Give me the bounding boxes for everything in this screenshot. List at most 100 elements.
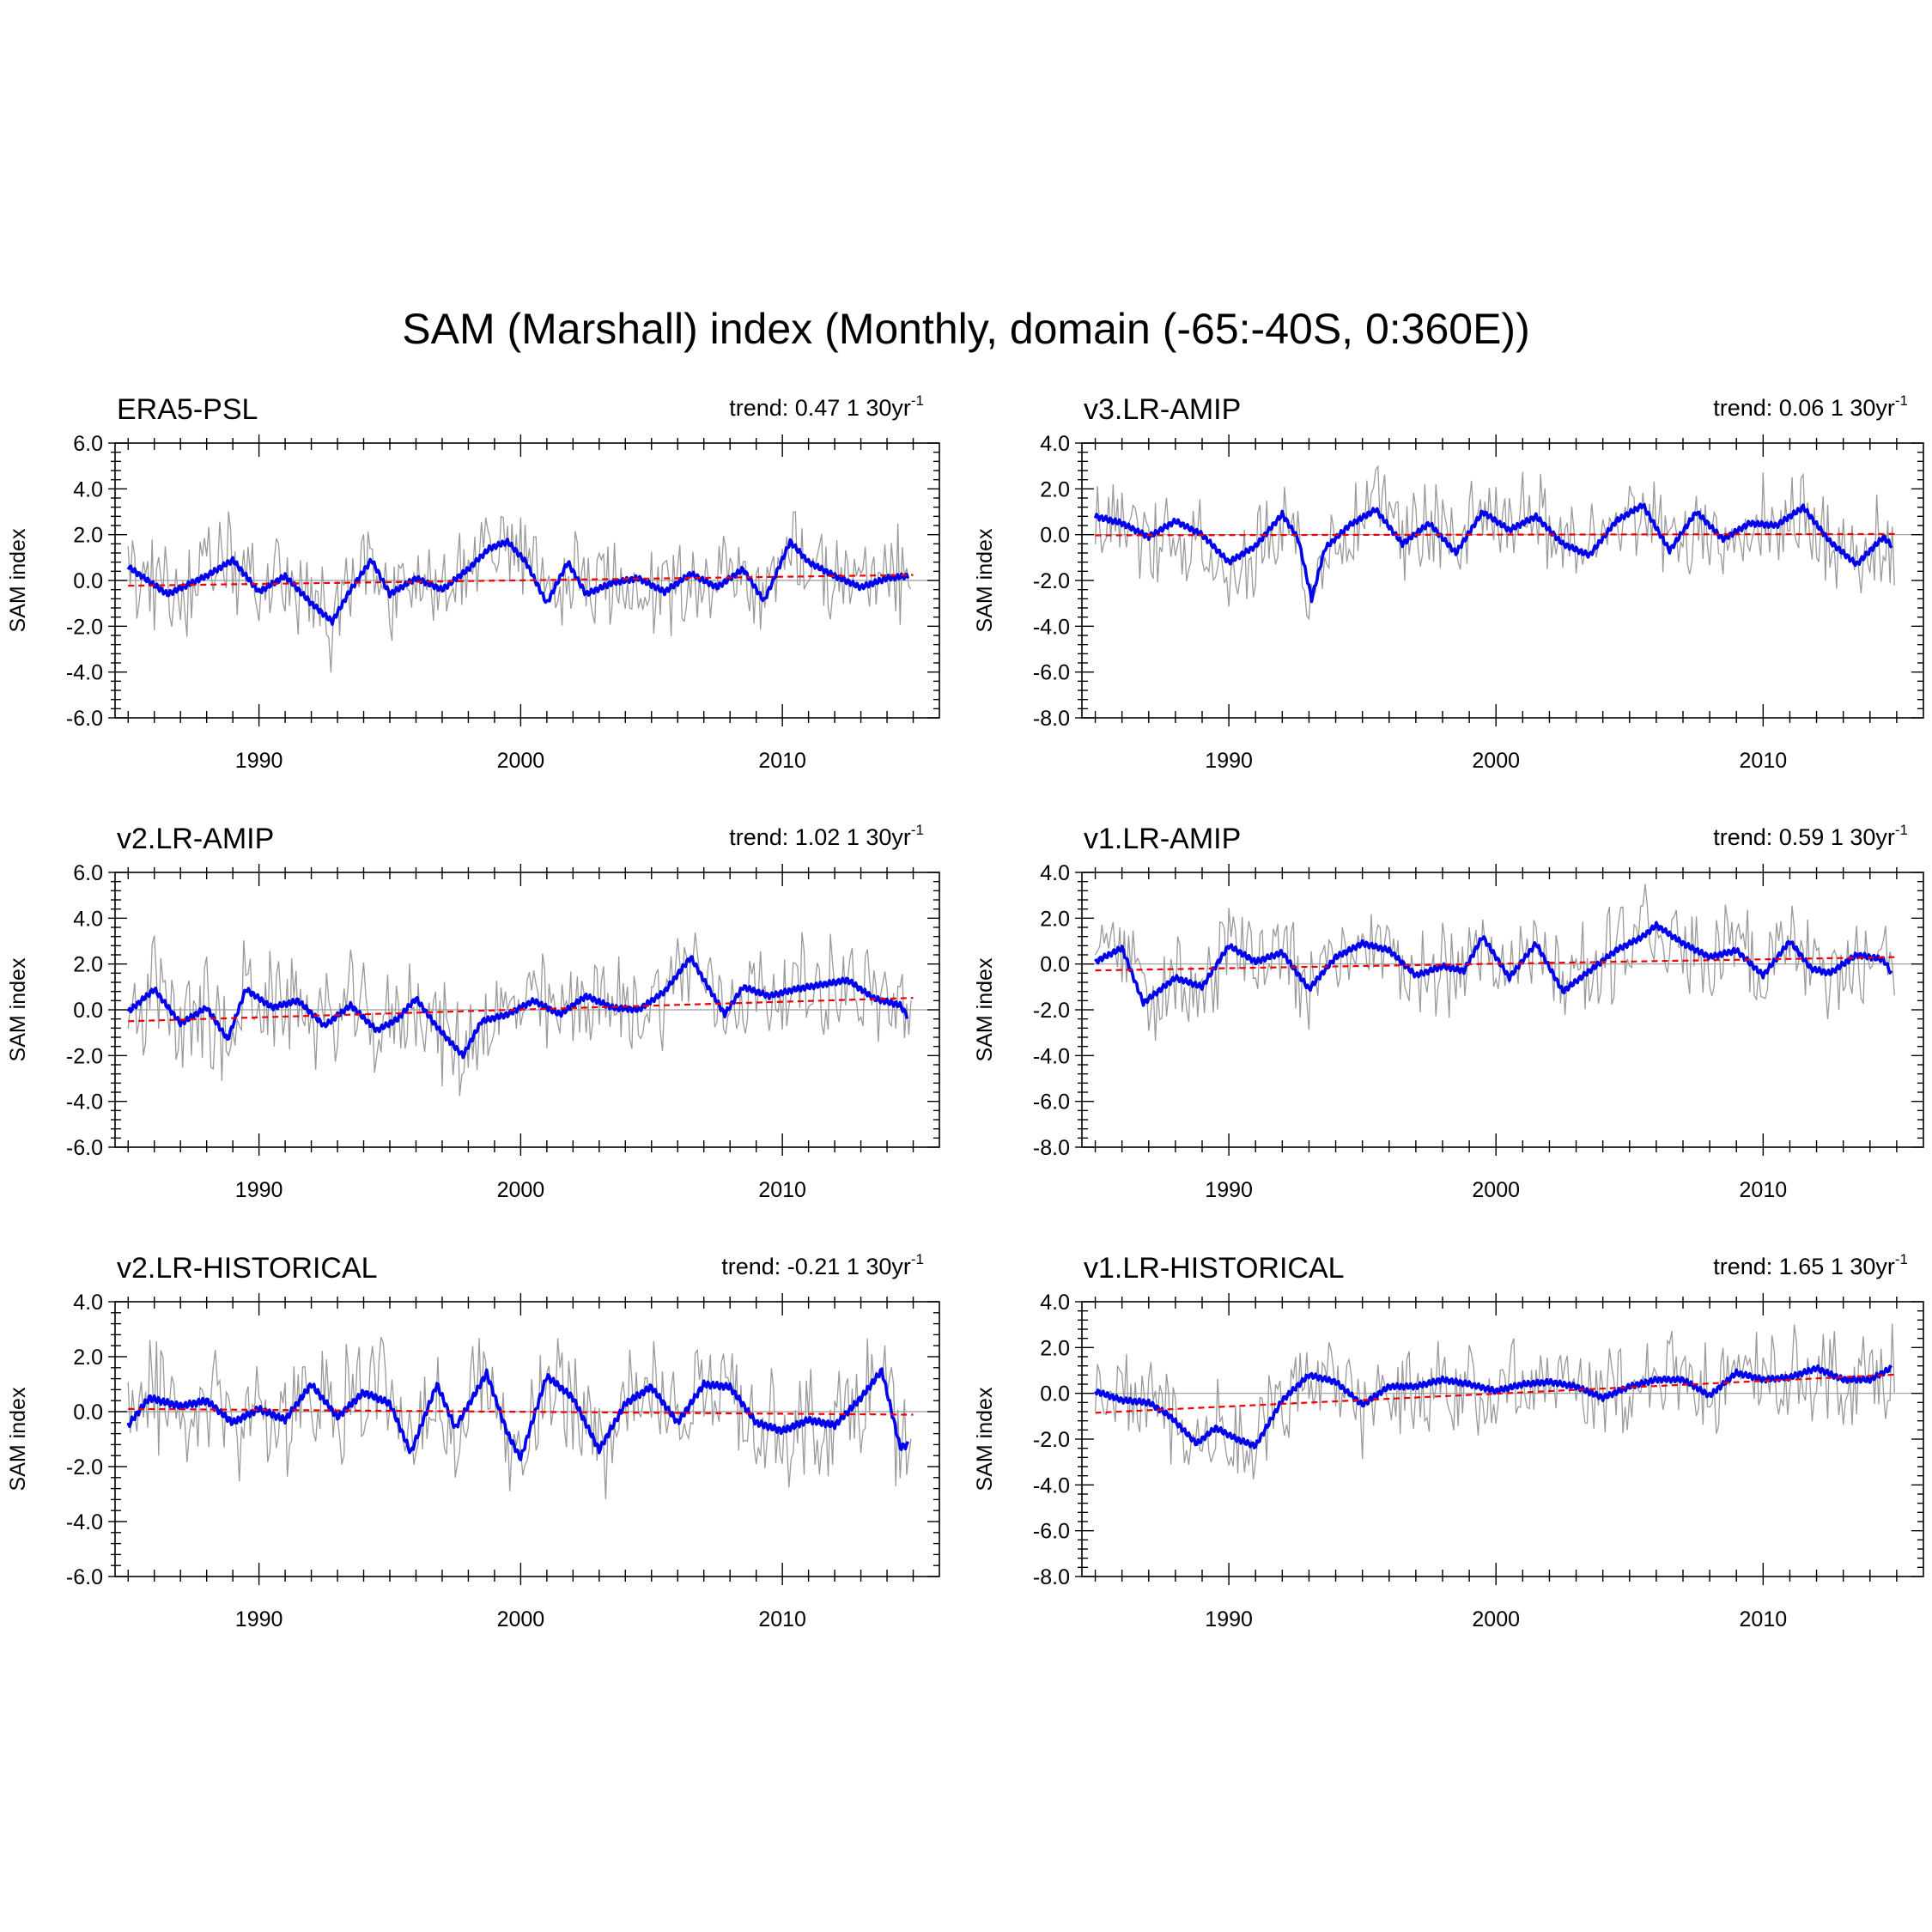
y-tick-label: 2.0 bbox=[1040, 477, 1070, 501]
y-tick-label: 0.0 bbox=[1040, 953, 1070, 977]
x-tick-label: 1990 bbox=[235, 1178, 283, 1202]
y-axis-label: SAM index bbox=[6, 957, 30, 1061]
x-tick-label: 2000 bbox=[1472, 1178, 1520, 1202]
y-tick-label: 2.0 bbox=[73, 953, 103, 977]
smoothed-series bbox=[1093, 502, 1893, 604]
y-tick-label: -2.0 bbox=[66, 1044, 103, 1068]
trend-superscript: -1 bbox=[1895, 392, 1908, 409]
y-tick-label: 2.0 bbox=[1040, 907, 1070, 931]
x-tick-label: 2010 bbox=[1740, 1607, 1788, 1631]
y-tick-label: 0.0 bbox=[1040, 524, 1070, 548]
x-tick-label: 2010 bbox=[758, 1607, 806, 1631]
panel-era5-psl: ERA5-PSL trend: 0.47 1 30yr-1 SAM index -6.… bbox=[6, 392, 940, 773]
trend-superscript: -1 bbox=[1895, 822, 1908, 838]
raw-monthly-series bbox=[1094, 1323, 1895, 1479]
trend-text: trend: 1.65 1 30yr bbox=[1713, 1254, 1895, 1279]
y-tick-label: -2.0 bbox=[1033, 1428, 1070, 1452]
smoothed-series bbox=[126, 955, 909, 1060]
y-tick-label: 0.0 bbox=[73, 999, 103, 1023]
trend-line bbox=[128, 997, 914, 1023]
y-tick-label: 4.0 bbox=[1040, 432, 1070, 456]
y-tick-label: 4.0 bbox=[73, 907, 103, 931]
y-tick-label: -8.0 bbox=[1033, 1565, 1070, 1589]
y-tick-label: 4.0 bbox=[1040, 1291, 1070, 1315]
trend-superscript: -1 bbox=[911, 392, 924, 409]
y-tick-label: 0.0 bbox=[1040, 1382, 1070, 1406]
x-tick-label: 2010 bbox=[1740, 1178, 1788, 1202]
panel-title: v2.LR-HISTORICAL bbox=[117, 1252, 378, 1285]
trend-label: trend: -0.21 1 30yr-1 bbox=[721, 1251, 924, 1279]
panel-title: v2.LR-AMIP bbox=[117, 823, 274, 855]
y-tick-label: 4.0 bbox=[73, 477, 103, 501]
y-tick-label: -6.0 bbox=[66, 707, 103, 731]
y-tick-label: 0.0 bbox=[73, 569, 103, 593]
trend-text: trend: 0.59 1 30yr bbox=[1713, 824, 1895, 850]
panel-v2-lr-amip: v2.LR-AMIP trend: 1.02 1 30yr-1 SAM index -… bbox=[6, 822, 940, 1202]
y-tick-label: -4.0 bbox=[66, 1091, 103, 1115]
y-tick-label: -6.0 bbox=[66, 1136, 103, 1160]
y-axis-label: SAM index bbox=[973, 957, 997, 1061]
y-tick-label: -8.0 bbox=[1033, 707, 1070, 731]
y-tick-label: -2.0 bbox=[66, 615, 103, 639]
y-tick-label: -4.0 bbox=[1033, 615, 1070, 639]
y-tick-label: -2.0 bbox=[1033, 999, 1070, 1023]
trend-label: trend: 1.02 1 30yr-1 bbox=[729, 822, 924, 850]
x-tick-label: 1990 bbox=[1205, 1178, 1253, 1202]
y-tick-label: 4.0 bbox=[1040, 861, 1070, 885]
y-tick-label: -8.0 bbox=[1033, 1136, 1070, 1160]
raw-monthly-series bbox=[1094, 465, 1895, 621]
trend-superscript: -1 bbox=[1895, 1251, 1908, 1267]
y-tick-label: 4.0 bbox=[73, 1291, 103, 1315]
smoothed-series bbox=[126, 1367, 910, 1461]
plot-frame bbox=[1081, 872, 1924, 1148]
y-tick-label: 2.0 bbox=[1040, 1336, 1070, 1360]
raw-monthly-series bbox=[127, 1336, 912, 1500]
smoothed-series bbox=[1094, 920, 1893, 1007]
y-axis-label: SAM index bbox=[973, 1387, 997, 1491]
x-tick-label: 1990 bbox=[235, 749, 283, 773]
trend-text: trend: -0.21 1 30yr bbox=[721, 1254, 911, 1279]
panel-v3-lr-amip: v3.LR-AMIP trend: 0.06 1 30yr-1 SAM index -… bbox=[973, 392, 1924, 773]
y-tick-label: -6.0 bbox=[66, 1565, 103, 1589]
trend-label: trend: 0.06 1 30yr-1 bbox=[1713, 392, 1908, 421]
y-tick-label: -4.0 bbox=[1033, 1044, 1070, 1068]
panel-v1-lr-amip: v1.LR-AMIP trend: 0.59 1 30yr-1 SAM index -… bbox=[973, 822, 1924, 1202]
x-tick-label: 2000 bbox=[497, 749, 545, 773]
panel-v2-lr-historical: v2.LR-HISTORICAL trend: -0.21 1 30yr-1 SAM… bbox=[6, 1251, 940, 1631]
y-tick-label: -6.0 bbox=[1033, 1091, 1070, 1115]
panel-title: v1.LR-HISTORICAL bbox=[1084, 1252, 1345, 1285]
y-tick-label: -4.0 bbox=[66, 661, 103, 685]
y-tick-label: -6.0 bbox=[1033, 661, 1070, 685]
y-axis-label: SAM index bbox=[6, 528, 30, 632]
panel-v1-lr-historical: v1.LR-HISTORICAL trend: 1.65 1 30yr-1 SAM … bbox=[973, 1251, 1924, 1631]
y-tick-label: 2.0 bbox=[73, 524, 103, 548]
smoothed-series bbox=[126, 538, 910, 626]
x-tick-label: 1990 bbox=[1205, 749, 1253, 773]
trend-text: trend: 1.02 1 30yr bbox=[729, 824, 911, 850]
raw-monthly-series bbox=[127, 511, 912, 673]
smoothed-series bbox=[1094, 1364, 1893, 1449]
x-tick-label: 2000 bbox=[1472, 749, 1520, 773]
raw-monthly-series bbox=[127, 932, 912, 1097]
trend-label: trend: 0.59 1 30yr-1 bbox=[1713, 822, 1908, 850]
y-tick-label: -2.0 bbox=[1033, 569, 1070, 593]
x-tick-label: 2000 bbox=[1472, 1607, 1520, 1631]
plot-frame bbox=[114, 1301, 940, 1577]
y-tick-label: -2.0 bbox=[66, 1455, 103, 1479]
panel-title: v3.LR-AMIP bbox=[1084, 393, 1241, 426]
trend-text: trend: 0.47 1 30yr bbox=[729, 395, 911, 421]
trend-label: trend: 1.65 1 30yr-1 bbox=[1713, 1251, 1908, 1279]
x-tick-label: 2010 bbox=[758, 1178, 806, 1202]
trend-label: trend: 0.47 1 30yr-1 bbox=[729, 392, 924, 421]
figure-title: SAM (Marshall) index (Monthly, domain (-… bbox=[402, 305, 1529, 353]
x-tick-label: 1990 bbox=[1205, 1607, 1253, 1631]
y-axis-label: SAM index bbox=[6, 1387, 30, 1491]
y-tick-label: 6.0 bbox=[73, 432, 103, 456]
x-tick-label: 1990 bbox=[235, 1607, 283, 1631]
y-tick-label: 6.0 bbox=[73, 861, 103, 885]
raw-monthly-series bbox=[1095, 884, 1895, 1041]
x-tick-label: 2010 bbox=[1740, 749, 1788, 773]
y-tick-label: -6.0 bbox=[1033, 1520, 1070, 1544]
